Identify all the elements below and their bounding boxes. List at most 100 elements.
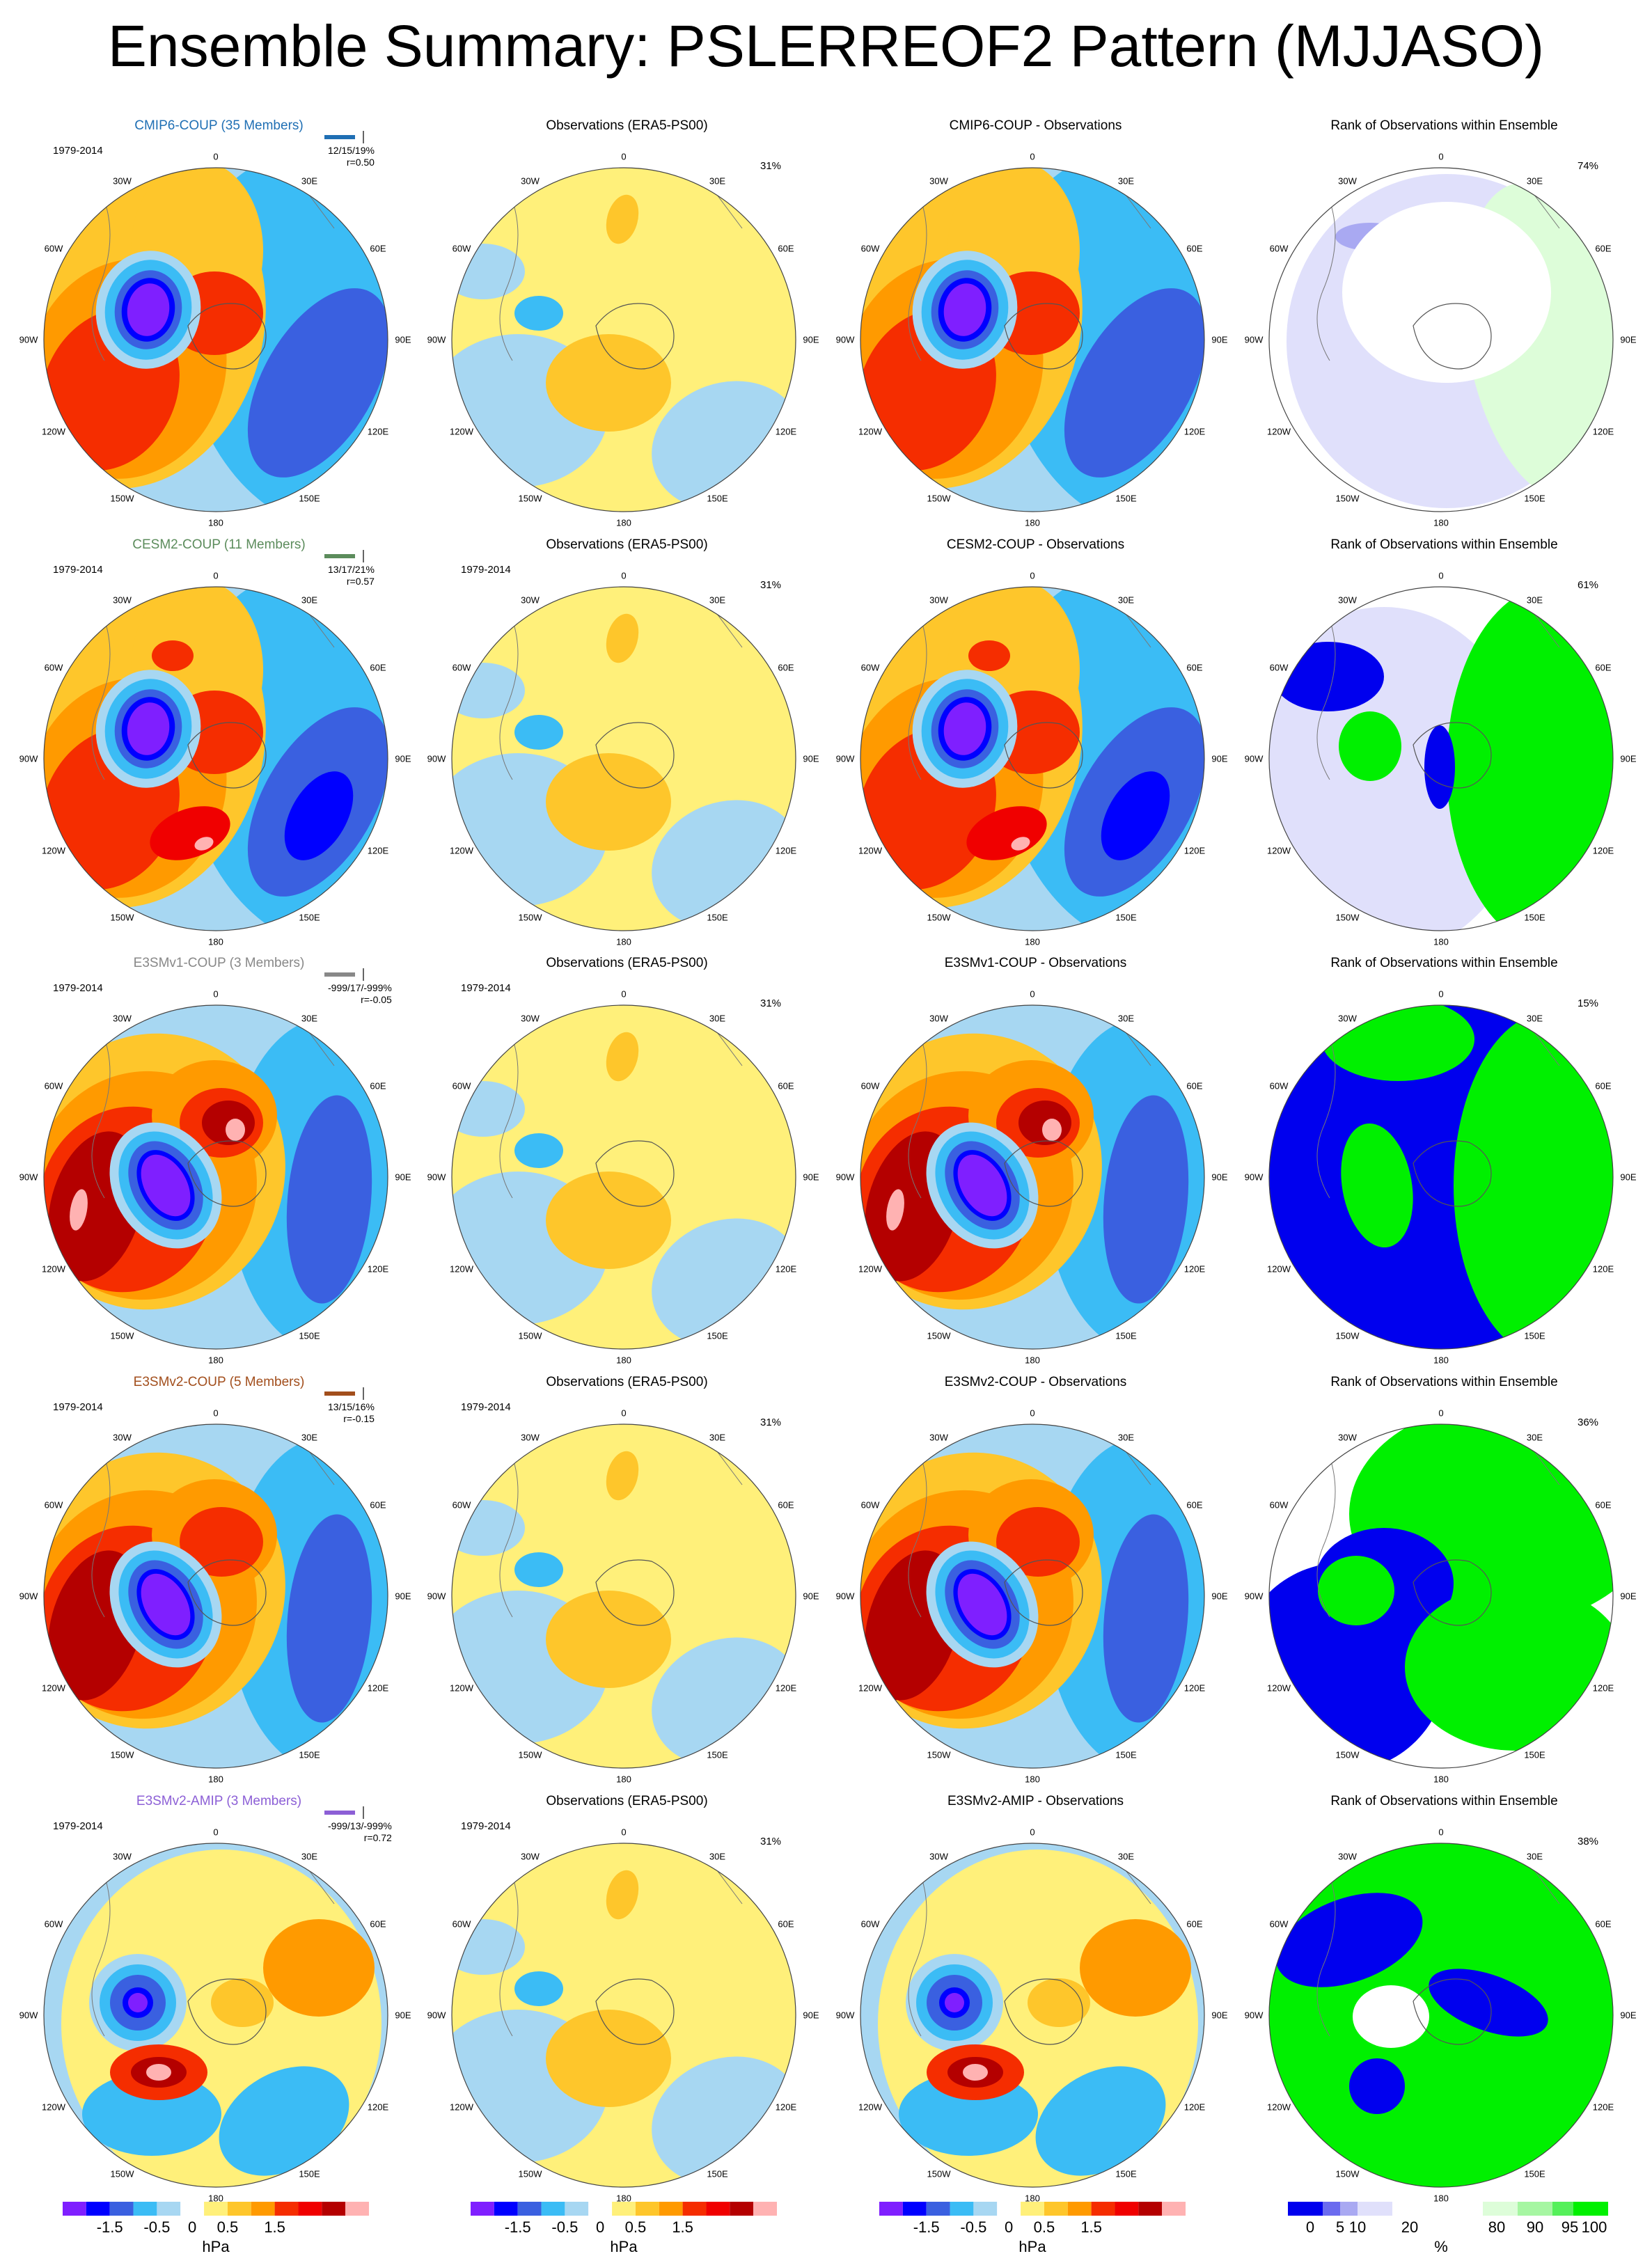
polar-map — [451, 1004, 796, 1350]
south-america-coastline — [908, 619, 927, 780]
longitude-label: 120E — [1592, 2102, 1614, 2112]
antarctica-coastline — [1413, 1140, 1492, 1207]
antarctica-coastline — [187, 722, 267, 789]
panel-diff-row3: E3SMv1-COUP - Observations 0 30E 60E 90E 120E… — [829, 956, 1242, 1375]
area-percent: 31% — [760, 1417, 782, 1428]
colorbar-unit: hPa — [1018, 2238, 1046, 2255]
colorbar-swatch — [471, 2202, 494, 2216]
longitude-label: 90W — [835, 334, 855, 345]
longitude-label: 90W — [19, 1172, 38, 1183]
colorbar-swatch — [133, 2202, 157, 2216]
longitude-label: 60E — [1186, 1918, 1203, 1929]
antarctica-coastline — [595, 722, 675, 789]
longitude-label: 120E — [367, 1263, 389, 1274]
colorbar-swatch — [997, 2202, 1021, 2216]
antarctica-coastline — [1004, 722, 1083, 789]
colorbar-swatch — [706, 2202, 730, 2216]
longitude-label: 90W — [19, 1591, 38, 1602]
panel-rank-row5: Rank of Observations within Ensemble 0 30E… — [1238, 1794, 1651, 2214]
colorbar-swatch — [204, 2202, 228, 2216]
page-title: Ensemble Summary: PSLERREOF2 Pattern (MJ… — [107, 13, 1545, 79]
east-blue-core — [1103, 1514, 1189, 1723]
colorbar-tick: 20 — [1401, 2218, 1419, 2236]
south-america-coastline — [499, 1875, 519, 2037]
longitude-label: 120W — [42, 1263, 66, 1274]
longitude-label: 120W — [1267, 1263, 1291, 1274]
colorbar-rank: 0 5 10 20 80 90 95 100% — [1288, 2202, 1608, 2257]
south-america-coastline — [499, 1456, 519, 1618]
longitude-label: 180 — [1433, 2193, 1449, 2204]
colorbar-swatch — [251, 2202, 275, 2216]
center-red — [180, 1507, 263, 1577]
colorbar-swatch — [541, 2202, 565, 2216]
panel-title: CESM2-COUP (11 Members) — [132, 537, 306, 552]
field-layer — [44, 1424, 388, 1768]
longitude-label: 150E — [299, 493, 320, 504]
longitude-label: 120E — [367, 1682, 389, 1693]
purple-core — [957, 1573, 1007, 1636]
southeast-blue — [1035, 2066, 1166, 2176]
pattern-correlation: r=0.72 — [363, 1832, 392, 1843]
longitude-label: 150W — [927, 2168, 951, 2179]
green-center — [1339, 711, 1401, 781]
longitude-label: 60W — [860, 662, 880, 672]
longitude-label: 180 — [208, 2193, 223, 2204]
polar-map — [451, 1843, 796, 2188]
map-boundary — [1268, 167, 1614, 512]
longitude-label: 150W — [1335, 1749, 1360, 1760]
period-label: 1979-2014 — [461, 1820, 511, 1832]
field-layer — [452, 1843, 796, 2187]
longitude-label: 0 — [1438, 1827, 1444, 1838]
colorbar-tick: 80 — [1488, 2218, 1506, 2236]
south-pink — [963, 2064, 988, 2081]
map-boundary — [860, 1004, 1205, 1350]
longitude-label: 90E — [1211, 334, 1228, 345]
red-north — [968, 640, 1010, 671]
longitude-label: 180 — [1025, 1355, 1040, 1366]
white-core — [1342, 202, 1551, 383]
longitude-label: 30W — [113, 1851, 132, 1862]
polar-map — [43, 586, 388, 931]
area-percent: 61% — [1578, 579, 1599, 591]
field-background — [452, 1005, 796, 1349]
colorbar-swatch — [1573, 2202, 1608, 2216]
longitude-label: 90W — [427, 2010, 446, 2021]
colorbar-hpa-2: -1.5 -0.5 0 0.5 1.5 hPa — [471, 2202, 777, 2257]
panel-model-row2: CESM2-COUP (11 Members) 0 30E 60E 90E 120E 150… — [13, 537, 425, 957]
east-blue-core — [286, 1514, 372, 1723]
field-layer — [1269, 168, 1613, 512]
longitude-label: 120W — [858, 1682, 883, 1693]
map-boundary — [1268, 1004, 1614, 1350]
polar-map — [1268, 1843, 1614, 2188]
pattern-correlation: r=0.57 — [346, 576, 375, 587]
colorbar-swatches — [63, 2202, 369, 2216]
longitude-label: 150E — [1524, 912, 1545, 923]
longitude-label: 150W — [1335, 493, 1360, 504]
colorbar-swatch — [1091, 2202, 1115, 2216]
longitude-label: 0 — [1438, 570, 1444, 581]
longitude-label: 60E — [1186, 243, 1203, 253]
field-layer — [1269, 587, 1613, 931]
longitude-label: 90W — [835, 2010, 855, 2021]
longitude-label: 120W — [858, 2102, 883, 2112]
field-layer — [860, 1005, 1204, 1349]
longitude-label: 90E — [1620, 334, 1637, 345]
colorbar-tick: 1.5 — [264, 2218, 285, 2236]
longitude-label: 120E — [1592, 845, 1614, 855]
longitude-label: 0 — [1030, 570, 1035, 581]
period-label: 1979-2014 — [53, 1820, 103, 1832]
longitude-label: 180 — [1025, 2193, 1040, 2204]
field-layer — [1269, 1843, 1613, 2187]
map-boundary — [451, 1004, 796, 1350]
antarctica-coastline — [595, 1559, 675, 1626]
colorbar-swatch — [879, 2202, 903, 2216]
antarctica-coastline — [1004, 1559, 1083, 1626]
longitude-label: 90W — [427, 1172, 446, 1183]
longitude-label: 60E — [778, 1918, 794, 1929]
longitude-label: 150E — [299, 912, 320, 923]
colorbar-swatch — [1115, 2202, 1139, 2216]
antarctica-coastline — [1413, 1978, 1492, 2045]
longitude-label: 150E — [707, 912, 728, 923]
longitude-label: 60W — [1269, 1080, 1289, 1091]
field-layer — [452, 1424, 796, 1768]
